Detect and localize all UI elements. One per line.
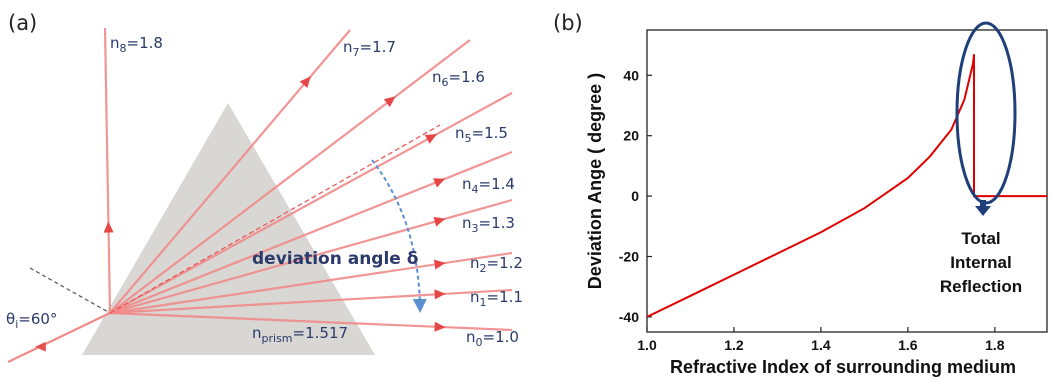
- panel-b-letter: (b): [553, 11, 583, 35]
- ray-label-n0: n0=1.0: [466, 328, 519, 349]
- y-tick-label: 40: [623, 67, 639, 83]
- x-axis-title: Refractive Index of surrounding medium: [670, 357, 1016, 377]
- tir-highlight-ellipse: [955, 21, 1017, 205]
- x-tick-label: 1.4: [811, 337, 831, 353]
- x-tick-label: 1.0: [637, 337, 657, 353]
- deviation-curve: [646, 54, 1047, 318]
- y-tick-label: 20: [623, 128, 639, 144]
- refracted-ray-n5: [109, 92, 513, 314]
- ray-arrow-n7: [299, 76, 311, 88]
- incidence-angle-label: θi=60°: [6, 310, 57, 331]
- incident-ray: [7, 312, 111, 363]
- tir-annotation-line1: Total: [961, 229, 1000, 248]
- ray-label-n6: n6=1.6: [432, 68, 485, 89]
- ray-arrow-n3: [433, 216, 446, 227]
- ray-labels: n8=1.8 n7=1.7 n6=1.6 n5=1.5 n4=1.4 n3=1.3 n2=1…: [110, 34, 523, 349]
- refracted-rays: [103, 27, 513, 332]
- y-tick-label: -40: [619, 309, 639, 325]
- ray-label-n8: n8=1.8: [110, 34, 163, 55]
- prism-index-label: nprism=1.517: [252, 324, 348, 345]
- ray-arrow-n2: [433, 259, 446, 270]
- deviation-label: deviation angle δ: [252, 249, 418, 269]
- ray-arrow-n6: [383, 96, 396, 108]
- tir-arrow-head: [975, 206, 991, 216]
- ray-label-n2: n2=1.2: [470, 254, 523, 275]
- prism: [82, 103, 375, 355]
- ray-arrow-n8: [103, 221, 114, 233]
- normal-line: [29, 267, 111, 314]
- ray-label-n4: n4=1.4: [462, 175, 515, 196]
- tir-annotation-line2: Internal: [950, 253, 1011, 272]
- tir-annotation-line3: Reflection: [940, 277, 1022, 296]
- ray-label-n7: n7=1.7: [343, 38, 396, 59]
- panel-a: (a) deviation angle δ θi=60° nprism=1.51…: [6, 11, 523, 363]
- ray-arrow-n4: [433, 178, 446, 188]
- ray-label-n5: n5=1.5: [455, 124, 508, 145]
- ray-label-n3: n3=1.3: [462, 214, 515, 235]
- x-tick-label: 1.8: [985, 337, 1005, 353]
- y-axis-title: Deviation Ange ( degree ): [585, 73, 605, 289]
- panel-a-letter: (a): [8, 11, 37, 35]
- refracted-ray-n6: [109, 39, 471, 314]
- ray-arrow-n1: [434, 289, 446, 300]
- axis-ticks: 1.0 1.2 1.4 1.6 1.8 -40 -20 0 20 40: [619, 67, 1005, 353]
- x-tick-label: 1.6: [898, 337, 918, 353]
- x-tick-label: 1.2: [724, 337, 744, 353]
- panel-b: (b) 1.0 1.2 1.4 1.6 1.8 -40 -20 0 20 40 Total Int…: [553, 11, 1048, 377]
- deviation-arrow: [371, 159, 427, 313]
- ray-arrow-n5: [424, 134, 437, 144]
- ray-label-n1: n1=1.1: [470, 288, 523, 309]
- y-tick-label: 0: [631, 188, 639, 204]
- y-tick-label: -20: [619, 249, 639, 265]
- reference-dashed-ray: [109, 124, 441, 314]
- plot-frame: [646, 29, 1048, 333]
- incident-ray-arrow: [34, 341, 46, 352]
- ray-arrow-n0: [434, 321, 446, 332]
- refracted-ray-n8: [103, 27, 112, 314]
